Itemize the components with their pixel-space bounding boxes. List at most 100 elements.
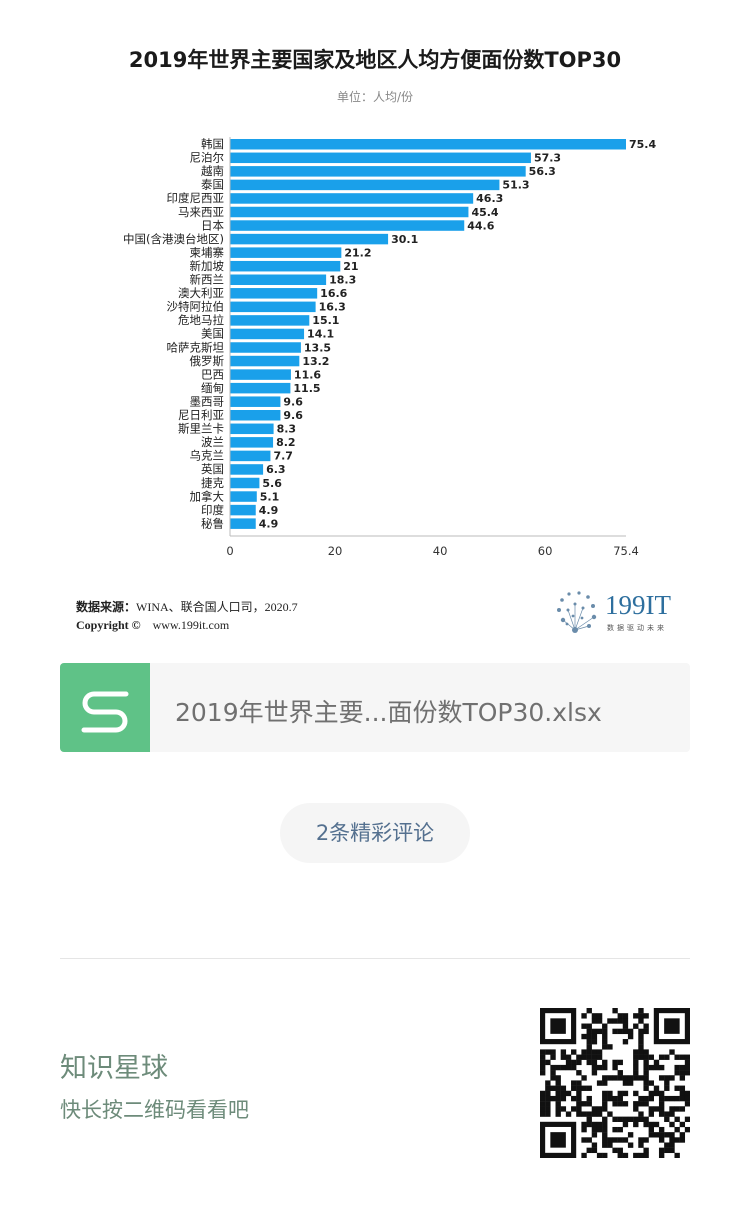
value-label: 8.2 xyxy=(276,436,296,449)
value-label: 21 xyxy=(343,260,358,273)
bar xyxy=(230,410,281,421)
category-label: 斯里兰卡 xyxy=(178,422,224,436)
value-label: 51.3 xyxy=(502,179,529,192)
bar xyxy=(230,328,305,340)
chart-unit: 单位：人均/份 xyxy=(336,90,414,104)
value-label: 6.3 xyxy=(266,463,286,476)
category-label: 越南 xyxy=(201,164,224,178)
bar xyxy=(230,315,310,326)
bar xyxy=(230,220,465,231)
value-label: 30.1 xyxy=(391,233,418,246)
bar xyxy=(230,179,500,191)
value-label: 56.3 xyxy=(529,165,556,178)
category-label: 加拿大 xyxy=(190,489,225,503)
category-label: 乌克兰 xyxy=(190,449,225,463)
x-tick-label: 75.4 xyxy=(613,544,639,558)
brand-logo: 199IT 数据驱动未来 xyxy=(553,590,703,634)
category-label: 柬埔寨 xyxy=(190,245,225,259)
value-label: 21.2 xyxy=(344,246,371,259)
copyright-label: Copyright © xyxy=(76,618,141,632)
category-label: 捷克 xyxy=(201,476,224,490)
data-source: 数据来源：WINA、联合国人口司，2020.7 xyxy=(76,598,298,615)
x-tick-label: 60 xyxy=(538,544,553,558)
category-label: 秘鲁 xyxy=(201,516,224,530)
source-text: WINA、联合国人口司，2020.7 xyxy=(136,600,298,614)
bar xyxy=(230,247,342,258)
category-label: 英国 xyxy=(201,462,224,476)
bar xyxy=(230,288,318,299)
comments-button[interactable]: 2条精彩评论 xyxy=(280,803,470,863)
category-label: 新加坡 xyxy=(190,259,225,273)
bar xyxy=(230,233,389,245)
value-label: 46.3 xyxy=(476,192,503,205)
bar xyxy=(230,491,257,502)
category-label: 俄罗斯 xyxy=(190,354,225,368)
value-label: 9.6 xyxy=(283,409,303,422)
bar xyxy=(230,450,271,462)
dandelion-icon xyxy=(557,591,597,633)
value-label: 8.3 xyxy=(277,423,297,436)
category-label: 中国(含港澳台地区) xyxy=(123,232,224,246)
category-label: 危地马拉 xyxy=(178,313,224,327)
brand-tagline: 数据驱动未来 xyxy=(607,624,667,632)
value-label: 11.5 xyxy=(293,382,320,395)
value-label: 75.4 xyxy=(629,138,656,151)
value-label: 45.4 xyxy=(471,206,498,219)
category-label: 墨西哥 xyxy=(190,394,225,408)
bar xyxy=(230,382,291,394)
brand-name: 199IT xyxy=(605,590,671,620)
category-label: 美国 xyxy=(201,327,224,341)
value-label: 15.1 xyxy=(312,314,339,327)
bar xyxy=(230,274,327,285)
bar xyxy=(230,301,316,313)
value-label: 18.3 xyxy=(329,274,356,287)
value-label: 13.5 xyxy=(304,341,331,354)
bar xyxy=(230,369,291,380)
bar xyxy=(230,518,256,529)
category-label: 泰国 xyxy=(201,178,224,192)
source-label: 数据来源： xyxy=(76,600,137,614)
category-label: 日本 xyxy=(201,218,224,232)
category-label: 澳大利亚 xyxy=(178,286,224,300)
bar xyxy=(230,166,526,177)
value-label: 5.6 xyxy=(262,477,282,490)
value-label: 16.6 xyxy=(320,287,347,300)
category-label: 缅甸 xyxy=(201,381,224,395)
attachment-card[interactable]: 2019年世界主要...面份数TOP30.xlsx xyxy=(60,663,690,752)
promo-title: 知识星球 xyxy=(60,1053,168,1084)
value-label: 11.6 xyxy=(294,368,321,381)
value-label: 9.6 xyxy=(283,395,303,408)
bar xyxy=(230,396,281,407)
spreadsheet-icon xyxy=(60,663,150,752)
value-label: 4.9 xyxy=(259,517,279,530)
value-label: 5.1 xyxy=(260,490,280,503)
qr-code[interactable] xyxy=(540,1008,690,1158)
bar xyxy=(230,193,474,204)
bar xyxy=(230,355,300,367)
category-label: 新西兰 xyxy=(190,273,225,287)
bar xyxy=(230,464,264,475)
category-label: 印度尼西亚 xyxy=(167,191,225,205)
bar xyxy=(230,152,531,164)
category-label: 尼日利亚 xyxy=(178,408,224,422)
value-label: 57.3 xyxy=(534,152,561,165)
copyright-url[interactable]: www.199it.com xyxy=(152,618,230,632)
bar xyxy=(230,437,274,448)
bar xyxy=(230,260,341,272)
category-label: 波兰 xyxy=(201,435,224,449)
divider xyxy=(60,958,690,959)
value-label: 16.3 xyxy=(319,301,346,314)
category-label: 韩国 xyxy=(201,137,224,151)
chart-title: 2019年世界主要国家及地区人均方便面份数TOP30 xyxy=(128,48,622,72)
bar xyxy=(230,342,301,353)
bar xyxy=(230,139,626,150)
x-tick-label: 40 xyxy=(433,544,448,558)
value-label: 44.6 xyxy=(467,219,494,232)
copyright: Copyright © www.199it.com xyxy=(76,618,229,633)
category-label: 印度 xyxy=(201,503,224,517)
value-label: 4.9 xyxy=(259,504,279,517)
value-label: 7.7 xyxy=(273,450,293,463)
category-label: 哈萨克斯坦 xyxy=(167,340,225,354)
category-label: 马来西亚 xyxy=(178,205,224,219)
x-tick-label: 0 xyxy=(226,544,233,558)
